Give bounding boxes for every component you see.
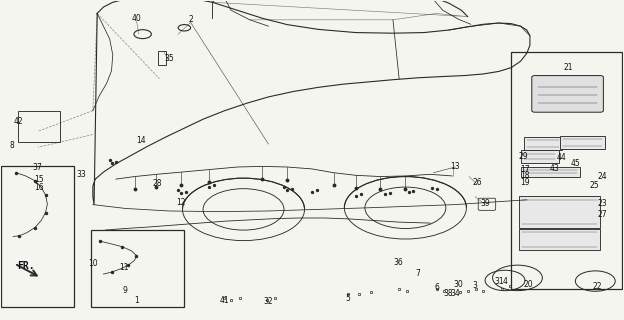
Text: 3: 3 (473, 281, 477, 290)
Text: 43: 43 (550, 164, 560, 173)
Text: 42: 42 (13, 117, 23, 126)
Text: 9: 9 (123, 286, 128, 295)
Text: 10: 10 (88, 259, 97, 268)
Bar (18, 111, 61, 141)
Bar (158, 51, 167, 65)
Text: 24: 24 (598, 172, 608, 181)
Text: 2: 2 (188, 15, 193, 24)
Text: 7: 7 (416, 268, 421, 278)
Text: 45: 45 (571, 159, 581, 168)
Text: 25: 25 (590, 181, 600, 190)
Text: 11: 11 (119, 263, 129, 272)
Text: 38: 38 (443, 289, 452, 298)
Text: 36: 36 (393, 258, 403, 267)
Text: 6: 6 (434, 283, 439, 292)
Text: 14: 14 (136, 136, 145, 145)
Text: 27: 27 (598, 210, 608, 219)
Text: 26: 26 (472, 178, 482, 187)
Text: 40: 40 (132, 14, 141, 23)
Text: 5: 5 (346, 294, 351, 303)
Bar (521, 150, 558, 163)
Bar (519, 196, 600, 228)
FancyBboxPatch shape (532, 76, 603, 112)
Text: 15: 15 (34, 175, 44, 184)
Text: 33: 33 (77, 170, 87, 179)
Text: 22: 22 (592, 282, 602, 291)
Text: 37: 37 (32, 163, 42, 172)
Text: 4: 4 (502, 276, 507, 285)
Text: 16: 16 (34, 183, 44, 192)
Text: 20: 20 (524, 280, 534, 289)
Text: 13: 13 (451, 162, 460, 171)
Bar (91, 230, 184, 307)
Bar (519, 229, 600, 250)
Text: 30: 30 (454, 280, 463, 289)
Text: 32: 32 (263, 297, 273, 306)
Bar (1, 166, 74, 307)
Text: 18: 18 (520, 171, 530, 180)
Text: 44: 44 (556, 153, 566, 162)
Text: 29: 29 (519, 152, 529, 161)
Text: 21: 21 (563, 63, 573, 72)
Text: 39: 39 (480, 198, 490, 207)
Bar (524, 137, 562, 150)
Text: FR.: FR. (17, 260, 34, 270)
Text: 31: 31 (494, 276, 504, 285)
Text: 41: 41 (220, 296, 230, 305)
Text: 1: 1 (134, 296, 139, 305)
Bar (521, 167, 580, 177)
Text: 12: 12 (177, 197, 186, 206)
Bar (511, 52, 622, 289)
Text: 34: 34 (451, 289, 460, 298)
Text: 8: 8 (9, 141, 14, 150)
Text: 17: 17 (520, 165, 530, 174)
Text: 35: 35 (164, 53, 173, 62)
Text: 19: 19 (520, 178, 530, 187)
Bar (560, 136, 605, 149)
Text: 28: 28 (153, 180, 162, 188)
Text: 23: 23 (598, 198, 608, 207)
